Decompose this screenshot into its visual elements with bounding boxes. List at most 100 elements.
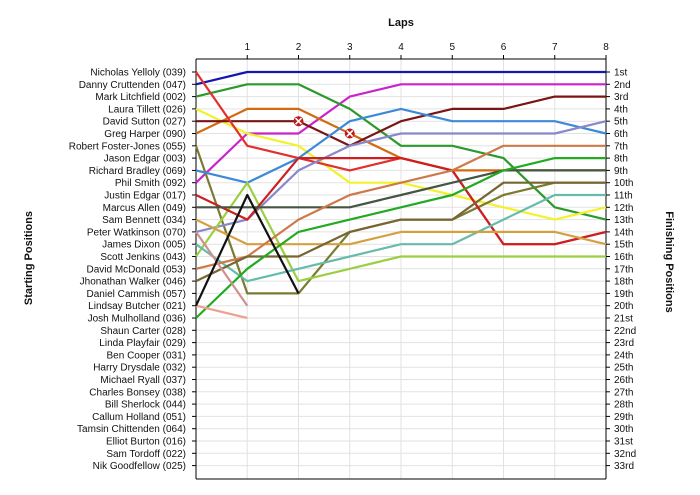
series-line-21 <box>195 193 300 307</box>
finishing-position-label: 29th <box>614 412 633 423</box>
x-tick-label: 6 <box>501 42 507 53</box>
finishing-position-label: 32nd <box>614 449 636 460</box>
finishing-position-label: 7th <box>614 141 628 152</box>
x-tick-label: 1 <box>244 42 250 53</box>
starting-position-label: Richard Bradley (069) <box>89 166 186 177</box>
starting-position-label: Sam Tordoff (022) <box>106 449 186 460</box>
right-axis-title: Finishing Positions <box>663 211 675 312</box>
finishing-position-label: 30th <box>614 424 633 435</box>
series-line-20 <box>195 304 248 320</box>
starting-position-label: Shaun Carter (028) <box>100 326 186 337</box>
series-line-3 <box>195 83 607 221</box>
finishing-position-label: 2nd <box>614 80 631 91</box>
starting-position-label: Jhonathan Walker (046) <box>80 277 186 288</box>
starting-position-label: Marcus Allen (049) <box>103 203 186 214</box>
starting-position-label: Harry Drysdale (032) <box>93 363 186 374</box>
x-tick-label: 7 <box>552 42 558 53</box>
finishing-position-label: 15th <box>614 240 633 251</box>
starting-position-label: David McDonald (053) <box>87 264 187 275</box>
finishing-position-label: 3rd <box>614 92 628 103</box>
starting-position-label: Nicholas Yelloly (039) <box>90 68 186 79</box>
retirement-x-icon <box>293 116 304 127</box>
finishing-position-label: 1st <box>614 68 628 79</box>
starting-position-label: Tamsin Chittenden (064) <box>77 424 186 435</box>
finishing-position-label: 21st <box>614 314 633 325</box>
x-tick-label: 4 <box>398 42 404 53</box>
starting-position-label: Elliot Burton (016) <box>106 437 186 448</box>
finishing-position-label: 4th <box>614 104 628 115</box>
finishing-position-label: 11th <box>614 191 633 202</box>
x-tick-label: 8 <box>603 42 609 53</box>
starting-position-label: Justin Edgar (017) <box>104 191 186 202</box>
finishing-position-label: 14th <box>614 227 633 238</box>
starting-position-label: Danny Cruttenden (047) <box>79 80 186 91</box>
x-tick-labels: 1 2 3 4 5 6 7 8 <box>244 42 609 53</box>
starting-position-label: Nik Goodfellow (025) <box>93 461 186 472</box>
finishing-position-label: 24th <box>614 350 633 361</box>
position-lines <box>194 70 607 320</box>
series-line-13 <box>196 169 606 209</box>
series-line-6 <box>196 95 606 147</box>
series-line-9 <box>195 107 607 184</box>
retirement-marker-stroke <box>346 129 354 138</box>
finishing-position-label: 13th <box>614 215 633 226</box>
series-line-16 <box>195 144 606 270</box>
finishing-position-label: 8th <box>614 154 628 165</box>
starting-position-label: David Sutton (027) <box>103 117 186 128</box>
starting-position-label: Robert Foster-Jones (055) <box>69 141 186 152</box>
finishing-position-label: 25th <box>614 363 633 374</box>
starting-position-label: Peter Watkinson (070) <box>87 227 186 238</box>
finishing-position-label: 31st <box>614 437 633 448</box>
finishing-position-label: 5th <box>614 117 628 128</box>
finishing-position-label: 22nd <box>614 326 636 337</box>
grid <box>192 55 610 480</box>
left-axis-title: Starting Positions <box>23 211 35 305</box>
finishing-position-label: 26th <box>614 375 633 386</box>
starting-position-label: Greg Harper (090) <box>104 129 186 140</box>
retirement-x-icon <box>344 128 355 139</box>
starting-position-label: Michael Ryall (037) <box>100 375 186 386</box>
finishing-position-label: 17th <box>614 264 633 275</box>
series-line-11 <box>195 181 606 283</box>
finishing-position-label: 19th <box>614 289 633 300</box>
starting-position-label: Lindsay Butcher (021) <box>88 301 186 312</box>
finishing-position-label: 9th <box>614 166 628 177</box>
retirement-markers <box>293 116 355 139</box>
chart-title: Laps <box>388 17 414 29</box>
x-tick-label: 2 <box>296 42 302 53</box>
finishing-position-label: 28th <box>614 400 633 411</box>
series-line-2 <box>195 83 606 184</box>
finishing-position-label: 23rd <box>614 338 634 349</box>
starting-position-label: Sam Bennett (034) <box>102 215 186 226</box>
starting-position-label: Mark Litchfield (002) <box>95 92 186 103</box>
finishing-position-labels: 1st2nd3rd4th5th6th7th8th9th10th11th12th1… <box>614 68 636 473</box>
starting-position-label: Josh Mulholland (036) <box>88 314 186 325</box>
finishing-position-label: 27th <box>614 387 633 398</box>
starting-position-labels: Nicholas Yelloly (039)Danny Cruttenden (… <box>69 68 186 473</box>
series-line-10 <box>195 120 607 233</box>
finishing-position-label: 10th <box>614 178 633 189</box>
starting-position-label: Ben Cooper (031) <box>107 350 187 361</box>
finishing-position-label: 33rd <box>614 461 634 472</box>
finishing-position-label: 12th <box>614 203 633 214</box>
finishing-position-label: 18th <box>614 277 633 288</box>
starting-position-label: Bill Sherlock (044) <box>105 400 186 411</box>
starting-position-label: Charles Bonsey (038) <box>89 387 186 398</box>
finishing-position-label: 6th <box>614 129 628 140</box>
finishing-position-label: 20th <box>614 301 633 312</box>
starting-position-label: Scott Jenkins (043) <box>100 252 186 263</box>
starting-position-label: Laura Tillett (026) <box>108 104 186 115</box>
starting-position-label: Phil Smith (092) <box>115 178 186 189</box>
starting-position-label: James Dixon (005) <box>102 240 186 251</box>
starting-position-label: Daniel Cammish (057) <box>87 289 186 300</box>
series-line-12 <box>195 157 607 246</box>
series-line-1 <box>195 70 606 86</box>
starting-position-label: Linda Playfair (029) <box>99 338 186 349</box>
finishing-position-label: 16th <box>614 252 633 263</box>
series-line-19 <box>195 231 249 307</box>
series-line-14 <box>195 193 606 283</box>
x-tick-label: 3 <box>347 42 353 53</box>
starting-position-label: Jason Edgar (003) <box>104 154 186 165</box>
starting-position-label: Callum Holland (051) <box>92 412 186 423</box>
